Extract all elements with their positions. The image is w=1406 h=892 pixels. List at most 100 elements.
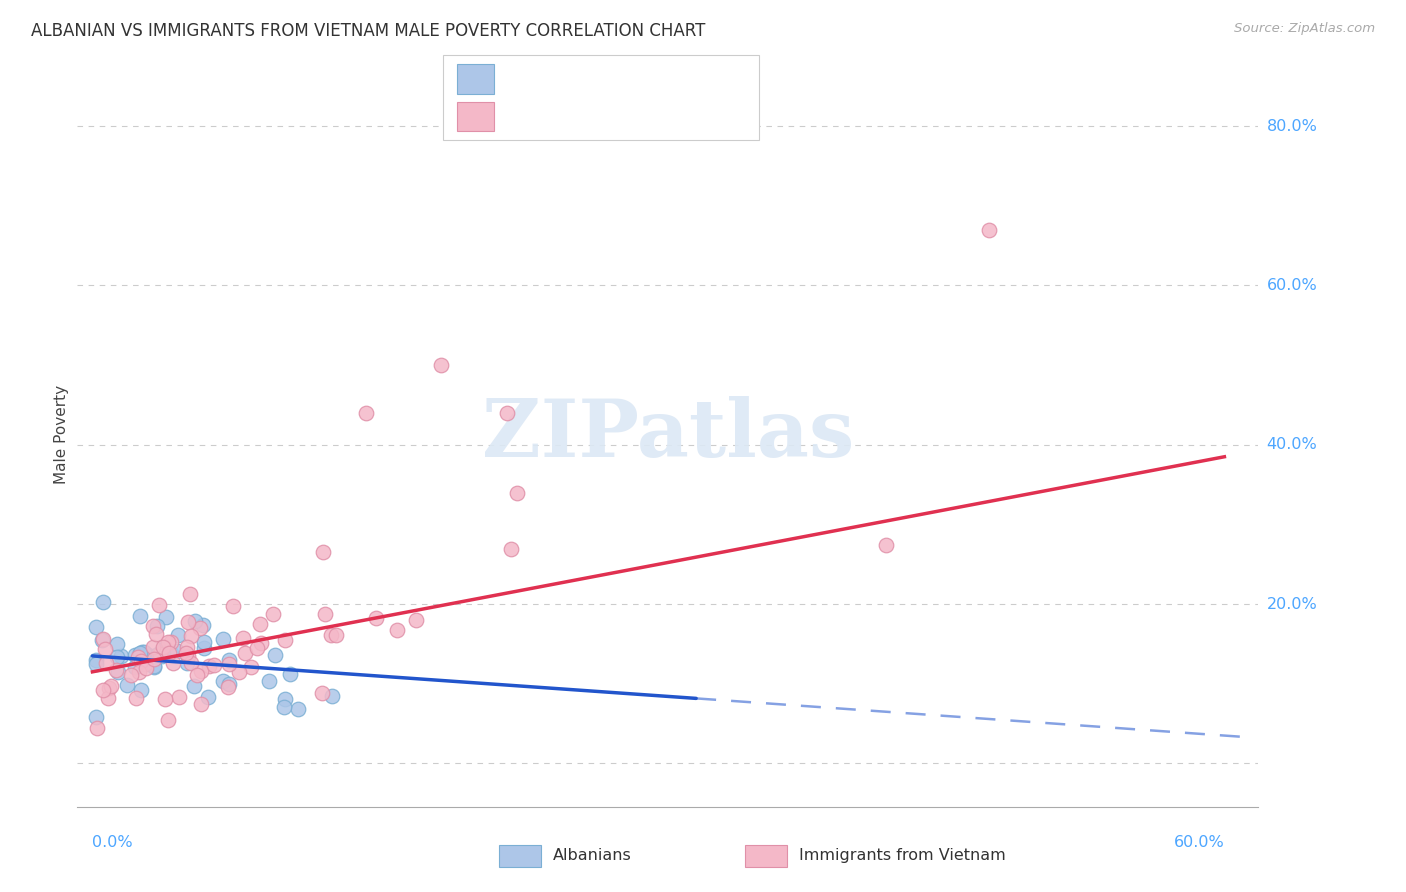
- Point: [177, 615, 200, 629]
- Point: [131, 645, 153, 659]
- Text: R =: R =: [508, 107, 547, 126]
- Point: [84, 620, 107, 634]
- Point: [153, 640, 176, 655]
- Point: [249, 616, 271, 631]
- Point: [274, 692, 297, 706]
- Point: [107, 665, 129, 679]
- Point: [166, 643, 188, 657]
- Point: [217, 680, 239, 694]
- Point: [91, 595, 114, 609]
- Point: [240, 660, 263, 674]
- Text: N =: N =: [613, 107, 665, 126]
- Text: ALBANIAN VS IMMIGRANTS FROM VIETNAM MALE POVERTY CORRELATION CHART: ALBANIAN VS IMMIGRANTS FROM VIETNAM MALE…: [31, 22, 706, 40]
- Point: [157, 713, 180, 727]
- Point: [124, 660, 146, 674]
- Point: [97, 681, 120, 695]
- Point: [143, 658, 166, 673]
- Point: [129, 609, 152, 624]
- Point: [183, 679, 205, 693]
- Point: [180, 629, 202, 643]
- Text: 48: 48: [659, 70, 685, 88]
- Point: [149, 647, 172, 661]
- Point: [176, 657, 198, 671]
- Point: [190, 697, 212, 711]
- Point: [162, 656, 184, 670]
- Point: [129, 654, 152, 668]
- Point: [977, 223, 1000, 237]
- Point: [218, 653, 240, 667]
- Point: [84, 657, 107, 671]
- Point: [159, 635, 181, 649]
- Point: [875, 538, 897, 552]
- Text: N =: N =: [613, 70, 665, 88]
- Text: -0.224: -0.224: [547, 70, 612, 88]
- Point: [191, 618, 214, 632]
- Point: [148, 647, 170, 661]
- Point: [134, 657, 156, 671]
- Point: [124, 648, 146, 662]
- Text: Albanians: Albanians: [553, 848, 631, 863]
- Point: [218, 677, 240, 691]
- Point: [134, 661, 156, 675]
- Point: [142, 619, 165, 633]
- Point: [128, 648, 150, 662]
- Point: [202, 658, 225, 673]
- Point: [159, 647, 181, 661]
- Point: [167, 690, 190, 704]
- Y-axis label: Male Poverty: Male Poverty: [53, 385, 69, 484]
- Point: [321, 628, 343, 642]
- Point: [311, 686, 333, 700]
- Point: [91, 632, 114, 646]
- Point: [354, 406, 377, 420]
- Point: [193, 634, 215, 648]
- Text: 40.0%: 40.0%: [1267, 437, 1317, 452]
- Text: 70: 70: [659, 107, 685, 126]
- Point: [501, 542, 523, 557]
- Point: [257, 673, 280, 688]
- Point: [197, 659, 219, 673]
- Point: [148, 598, 170, 612]
- Point: [325, 627, 347, 641]
- Point: [222, 599, 245, 613]
- Point: [506, 485, 529, 500]
- Point: [84, 709, 107, 723]
- Point: [273, 633, 295, 648]
- Point: [153, 692, 176, 706]
- Point: [430, 358, 453, 372]
- Point: [150, 648, 173, 663]
- Point: [100, 680, 122, 694]
- Point: [143, 652, 166, 666]
- Point: [184, 614, 207, 628]
- Point: [321, 689, 343, 703]
- Text: R =: R =: [508, 70, 547, 88]
- Point: [105, 637, 128, 651]
- Point: [145, 627, 167, 641]
- Point: [86, 721, 108, 735]
- Text: Source: ZipAtlas.com: Source: ZipAtlas.com: [1234, 22, 1375, 36]
- Point: [176, 646, 198, 660]
- Point: [84, 653, 107, 667]
- Point: [180, 656, 202, 670]
- Point: [262, 607, 284, 622]
- Point: [211, 674, 233, 689]
- Point: [188, 621, 211, 635]
- Point: [128, 665, 150, 679]
- Point: [136, 648, 159, 663]
- Text: ZIPatlas: ZIPatlas: [482, 396, 853, 474]
- Point: [233, 646, 256, 660]
- Point: [249, 636, 271, 650]
- Point: [246, 640, 269, 655]
- Point: [263, 648, 285, 663]
- Point: [228, 665, 250, 679]
- Point: [142, 660, 165, 674]
- Point: [120, 667, 142, 681]
- Point: [107, 649, 129, 664]
- Point: [97, 691, 120, 706]
- Point: [152, 640, 174, 654]
- Point: [211, 632, 233, 646]
- Point: [176, 640, 198, 654]
- Point: [197, 690, 219, 704]
- Point: [232, 631, 254, 645]
- Point: [364, 611, 387, 625]
- Point: [110, 648, 132, 663]
